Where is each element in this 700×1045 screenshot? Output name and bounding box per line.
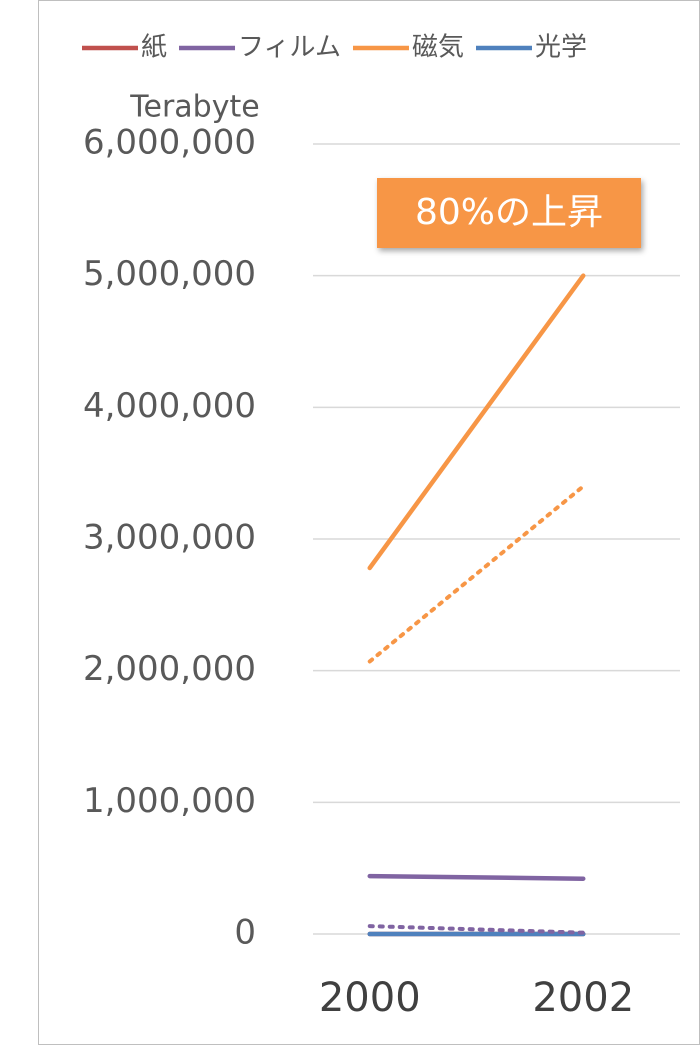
y-tick-label: 6,000,000 — [83, 123, 256, 163]
y-tick-label: 5,000,000 — [83, 254, 256, 294]
annotation-text: 80%の上昇 — [415, 192, 603, 233]
legend-label: 紙 — [141, 33, 167, 63]
series-line — [367, 873, 586, 881]
y-tick-label: 0 — [234, 913, 256, 953]
series-line — [367, 924, 586, 935]
x-tick-label: 2002 — [532, 975, 634, 1021]
y-axis-label: Terabyte — [129, 90, 259, 125]
series-line — [367, 484, 586, 664]
legend-label: フィルム — [238, 33, 341, 63]
y-tick-label: 1,000,000 — [83, 781, 256, 821]
legend-label: 磁気 — [412, 33, 464, 63]
x-tick-label: 2000 — [319, 975, 421, 1021]
legend-label: 光学 — [535, 33, 587, 63]
y-tick-label: 2,000,000 — [83, 649, 256, 689]
series-line — [367, 273, 586, 571]
chart-frame — [38, 0, 700, 1045]
y-tick-label: 4,000,000 — [83, 386, 256, 426]
annotation-box — [377, 178, 641, 248]
y-tick-label: 3,000,000 — [83, 518, 256, 558]
